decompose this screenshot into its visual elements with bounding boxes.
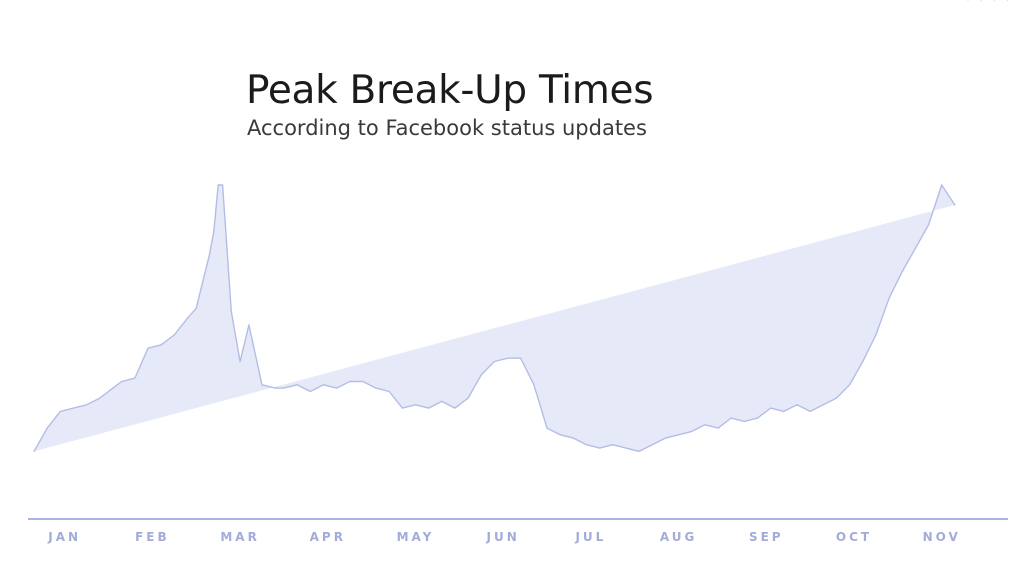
series-group bbox=[33, 0, 1009, 453]
data-point bbox=[296, 384, 298, 386]
data-point bbox=[783, 410, 785, 412]
x-tick-label: AUG bbox=[660, 530, 698, 544]
data-point bbox=[704, 424, 706, 426]
data-point bbox=[756, 417, 759, 419]
series-area bbox=[34, 185, 955, 452]
data-point bbox=[520, 357, 522, 359]
data-point bbox=[309, 390, 311, 393]
data-point bbox=[349, 380, 351, 383]
data-point bbox=[230, 310, 232, 313]
x-tick-label: JAN bbox=[47, 530, 81, 544]
x-tick-label: MAY bbox=[397, 530, 435, 544]
chart-title: Peak Break-Up Times bbox=[246, 68, 654, 113]
data-point bbox=[322, 384, 324, 386]
data-point bbox=[835, 397, 838, 399]
data-point bbox=[559, 434, 561, 436]
data-point bbox=[222, 184, 224, 186]
data-point bbox=[283, 387, 285, 389]
data-point bbox=[195, 307, 197, 309]
data-point bbox=[533, 384, 535, 386]
x-tick-label: OCT bbox=[836, 530, 872, 544]
data-point bbox=[86, 404, 88, 406]
data-point bbox=[375, 387, 377, 389]
data-point bbox=[927, 224, 930, 226]
data-point bbox=[454, 407, 456, 409]
data-point bbox=[546, 427, 548, 429]
data-point bbox=[691, 430, 693, 432]
chart-subtitle: According to Facebook status updates bbox=[247, 116, 647, 140]
data-point bbox=[914, 247, 917, 249]
data-point bbox=[33, 450, 35, 452]
data-point bbox=[239, 360, 241, 363]
data-point bbox=[217, 184, 219, 186]
x-axis-labels: JAN FEB MAR APR MAY JUN JUL AUG SEP OCT NOV bbox=[47, 530, 961, 544]
data-point bbox=[467, 397, 469, 399]
x-tick-label: SEP bbox=[749, 530, 784, 544]
data-point bbox=[336, 387, 338, 389]
data-point bbox=[717, 427, 719, 429]
data-point bbox=[401, 407, 403, 409]
data-point bbox=[441, 400, 443, 402]
x-tick-label: JUN bbox=[486, 530, 520, 544]
data-point bbox=[678, 434, 680, 436]
data-point bbox=[99, 397, 101, 399]
data-point bbox=[362, 380, 364, 383]
data-point bbox=[651, 444, 653, 446]
data-point bbox=[862, 360, 864, 363]
data-point bbox=[993, 0, 995, 1]
data-point bbox=[147, 347, 149, 349]
x-tick-label: MAR bbox=[220, 530, 259, 544]
x-tick-label: APR bbox=[310, 530, 346, 544]
data-point bbox=[941, 184, 943, 186]
data-point bbox=[1006, 0, 1009, 1]
data-point bbox=[414, 404, 417, 406]
data-point bbox=[507, 357, 509, 359]
data-point bbox=[585, 444, 588, 446]
data-point bbox=[612, 444, 614, 446]
data-point bbox=[208, 254, 210, 256]
data-point bbox=[72, 407, 75, 409]
data-point bbox=[388, 390, 390, 393]
data-point bbox=[730, 417, 732, 419]
data-point bbox=[796, 404, 798, 406]
data-point bbox=[822, 404, 824, 406]
data-point bbox=[901, 271, 903, 273]
data-point bbox=[888, 297, 890, 299]
x-tick-label: NOV bbox=[923, 530, 961, 544]
data-point bbox=[213, 231, 215, 233]
data-point bbox=[770, 407, 772, 409]
data-point bbox=[980, 0, 982, 1]
data-point bbox=[160, 344, 162, 346]
data-point bbox=[112, 387, 114, 389]
data-point bbox=[121, 380, 123, 383]
data-point bbox=[954, 204, 956, 206]
data-point bbox=[599, 447, 601, 449]
data-point bbox=[480, 374, 482, 376]
x-tick-label: FEB bbox=[135, 530, 170, 544]
data-point bbox=[261, 384, 263, 386]
data-point bbox=[493, 360, 495, 363]
data-point bbox=[638, 450, 640, 452]
data-point bbox=[186, 317, 189, 319]
data-point bbox=[248, 324, 250, 326]
data-point bbox=[967, 0, 969, 1]
x-tick-label: JUL bbox=[574, 530, 606, 544]
data-point bbox=[46, 427, 48, 429]
data-point bbox=[875, 334, 877, 336]
data-point bbox=[625, 447, 627, 449]
data-point bbox=[809, 410, 811, 412]
data-point bbox=[173, 334, 175, 336]
data-point bbox=[849, 384, 851, 386]
data-point bbox=[572, 437, 575, 439]
data-point bbox=[664, 437, 667, 439]
data-point bbox=[428, 407, 430, 409]
data-point bbox=[743, 420, 746, 422]
data-point bbox=[134, 377, 136, 379]
data-point bbox=[59, 410, 61, 412]
data-point bbox=[274, 387, 276, 389]
